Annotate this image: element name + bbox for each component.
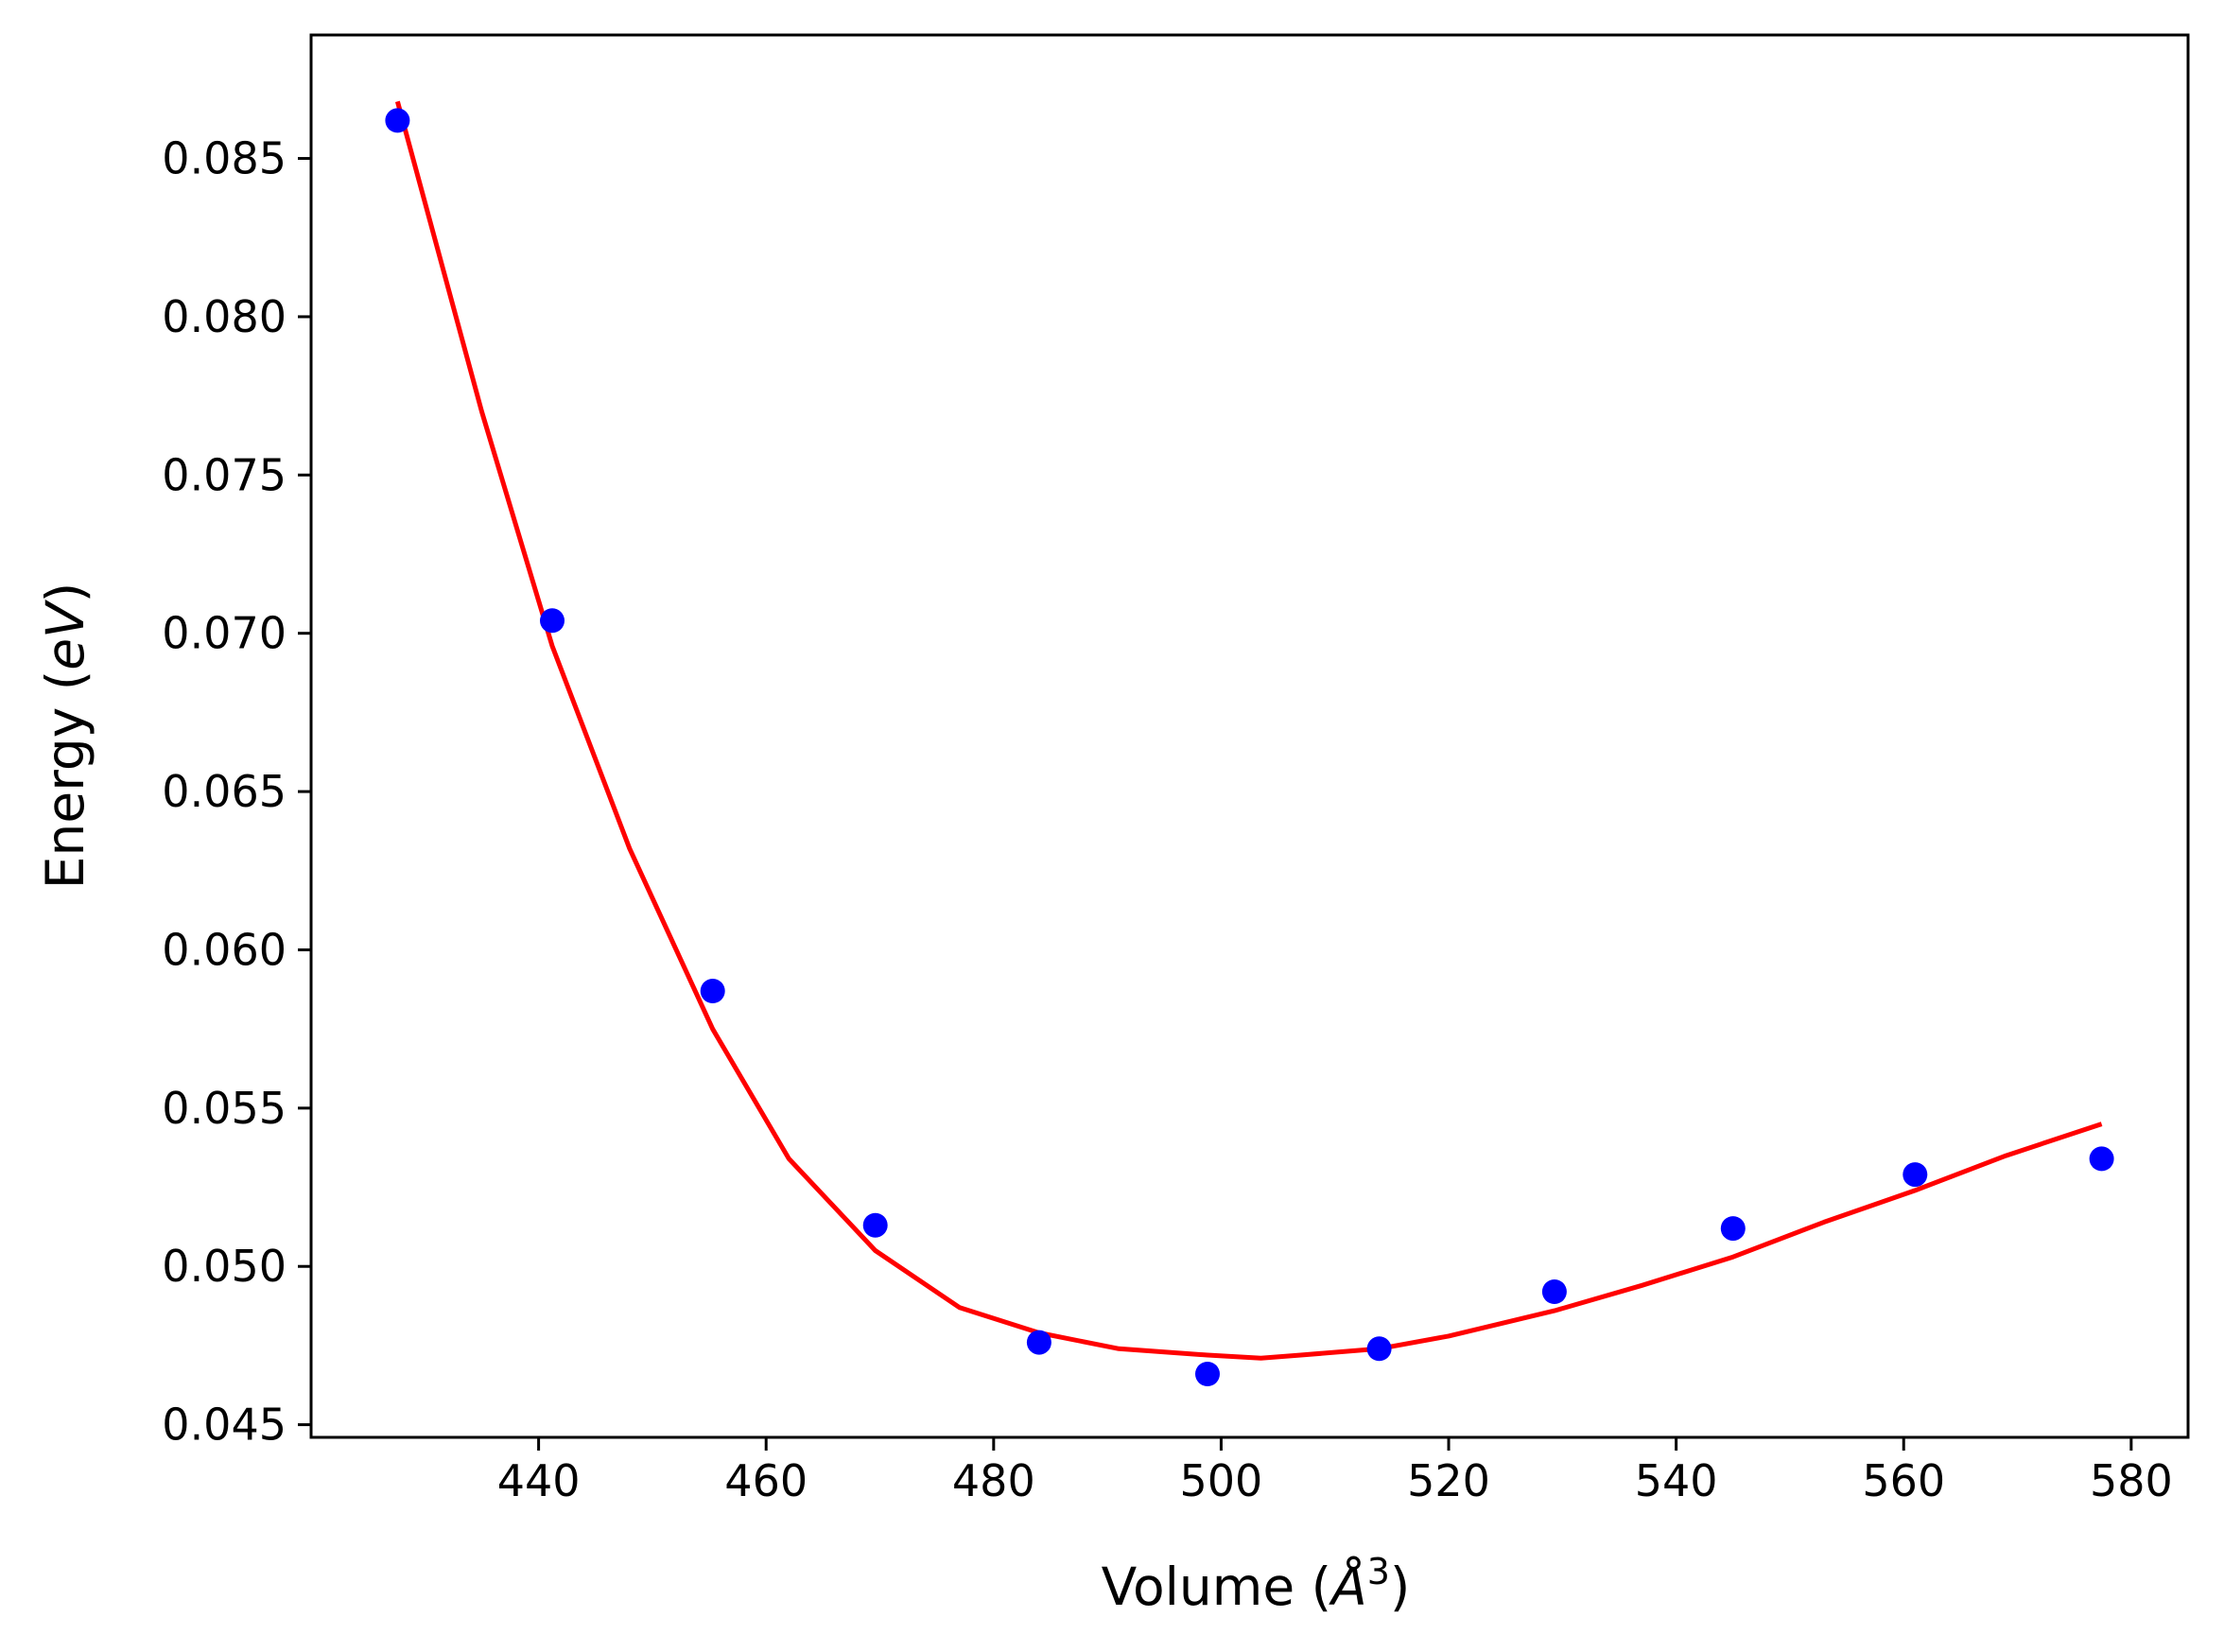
data-point: [1195, 1362, 1220, 1386]
x-tick-label: 460: [724, 1455, 808, 1506]
x-tick-label: 580: [2090, 1455, 2173, 1506]
x-tick-label: 560: [1862, 1455, 1945, 1506]
data-points-layer: [385, 108, 2114, 1386]
x-tick-label: 500: [1180, 1455, 1263, 1506]
data-point: [540, 608, 565, 634]
y-tick-label: 0.080: [162, 291, 287, 342]
fit-curve-layer: [394, 100, 2103, 1361]
x-tick-label: 520: [1407, 1455, 1490, 1506]
y-tick-label: 0.055: [162, 1083, 287, 1134]
data-point: [1026, 1330, 1051, 1355]
y-tick-label: 0.060: [162, 924, 287, 975]
y-tick-label: 0.050: [162, 1241, 287, 1292]
x-tick-label: 440: [497, 1455, 581, 1506]
data-point: [700, 979, 725, 1003]
data-point: [1366, 1336, 1392, 1362]
data-point: [1903, 1162, 1928, 1188]
y-tick-label: 0.075: [162, 449, 287, 500]
data-point: [1720, 1216, 1746, 1242]
x-tick-label: 480: [952, 1455, 1035, 1506]
x-tick-label: 540: [1635, 1455, 1718, 1506]
y-tick-label: 0.070: [162, 608, 287, 659]
y-tick-label: 0.085: [162, 133, 287, 184]
axes-frame: [309, 33, 2190, 1439]
data-point: [1541, 1279, 1567, 1304]
data-point: [385, 108, 410, 133]
x-axis-unit-power: 3: [1367, 1551, 1390, 1592]
y-axis-ticks: 0.045 0.050 0.055 0.060 0.065 0.070 0.075 0.080…: [162, 133, 311, 1451]
y-tick-label: 0.045: [162, 1400, 287, 1451]
y-axis-label-text: Energy: [35, 707, 96, 890]
x-axis-label: Volume (Å3): [1102, 1551, 1411, 1617]
data-point: [862, 1212, 888, 1238]
x-axis-label-text: Volume: [1102, 1556, 1295, 1617]
y-tick-label: 0.065: [162, 766, 287, 817]
y-axis-unit: eV: [35, 600, 96, 670]
y-axis-label: Energy (eV): [35, 583, 96, 889]
x-axis-ticks: 440 460 480 500 520 540 560 580: [497, 1437, 2173, 1506]
x-axis-unit-base: Å: [1329, 1556, 1367, 1617]
data-point: [2089, 1146, 2114, 1172]
fit-curve: [394, 100, 2103, 1361]
